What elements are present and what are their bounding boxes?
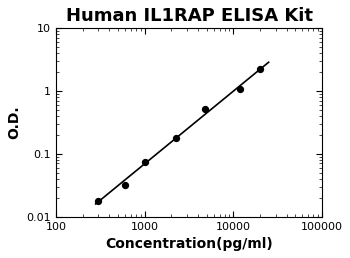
Point — [173, 136, 179, 141]
Title: Human IL1RAP ELISA Kit: Human IL1RAP ELISA Kit — [65, 7, 313, 25]
Point — [142, 159, 147, 164]
Point — [257, 67, 263, 71]
Point — [238, 87, 243, 92]
Point — [96, 198, 101, 203]
Point — [202, 107, 208, 111]
Point — [122, 183, 128, 187]
Y-axis label: O.D.: O.D. — [7, 106, 21, 139]
X-axis label: Concentration(pg/ml): Concentration(pg/ml) — [105, 237, 273, 251]
